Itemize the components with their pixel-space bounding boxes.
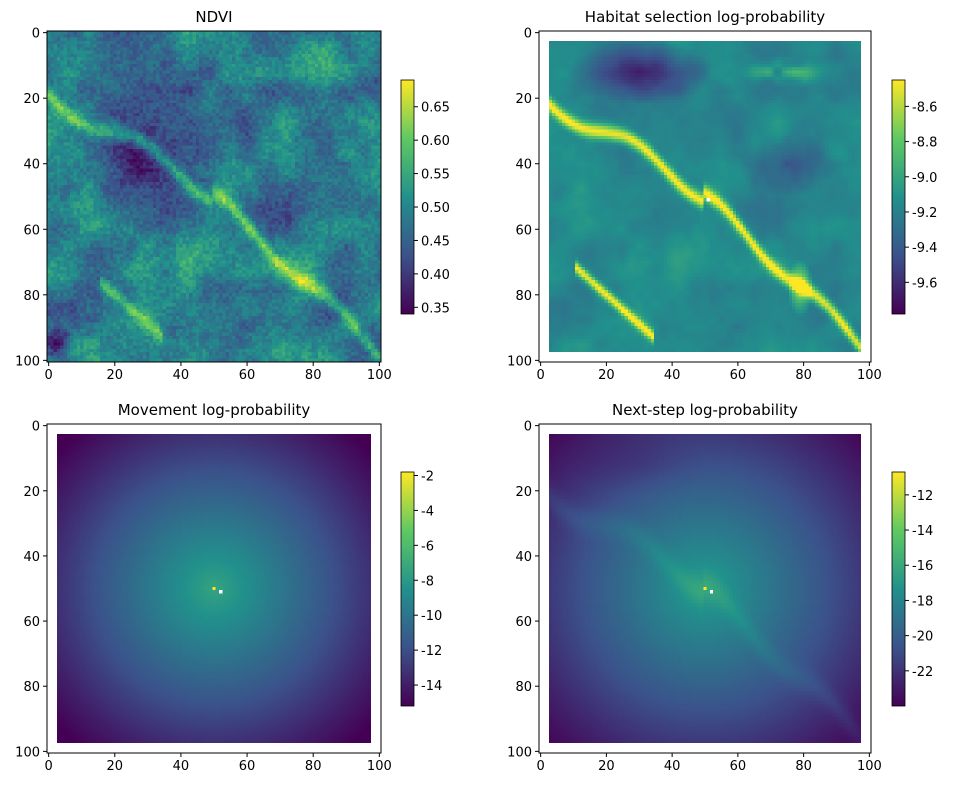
colorbar-tick-label: 0.60 — [421, 134, 450, 149]
x-tick-label: 60 — [730, 368, 747, 383]
x-tick-label: 100 — [367, 368, 392, 383]
colorbar-tick-label: -22 — [912, 665, 933, 680]
colorbar-tick-label: -12 — [421, 644, 442, 659]
axes-frame — [46, 30, 382, 363]
y-tick-label: 100 — [507, 354, 532, 369]
y-tick-label: 40 — [515, 158, 532, 173]
y-tick-label: 60 — [515, 223, 532, 238]
y-tick-label: 100 — [15, 354, 40, 369]
colorbar: -12 -14 -16 -18 -20 -22 — [891, 471, 933, 707]
subplot-2: Habitat selection log-probability 0 20 40 60… — [507, 8, 937, 383]
colorbar-tick-label: -14 — [421, 679, 442, 694]
subplot-title: Habitat selection log-probability — [585, 8, 826, 26]
x-tick-label: 100 — [857, 368, 882, 383]
colorbar: -2 -4 -6 -8 -10 -12 -14 — [400, 469, 442, 707]
colorbar-gradient — [891, 471, 906, 707]
colorbar: 0.65 0.60 0.55 0.50 0.45 0.40 0.35 — [400, 79, 450, 316]
y-tick-label: 80 — [23, 680, 40, 695]
x-tick-label: 40 — [664, 759, 681, 774]
colorbar-tick-label: -9.2 — [912, 206, 937, 221]
colorbar-tick-label: -8.6 — [912, 100, 937, 115]
y-tick-label: 0 — [32, 420, 40, 435]
axes-frame — [538, 423, 872, 754]
x-tick-label: 60 — [239, 368, 256, 383]
y-tick-label: 20 — [23, 92, 40, 107]
y-tick-label: 20 — [23, 485, 40, 500]
colorbar-tick-label: -4 — [421, 504, 434, 519]
colorbar-gradient — [891, 79, 906, 315]
x-tick-label: 80 — [305, 368, 322, 383]
colorbar-gradient — [400, 471, 415, 707]
heatmap-image — [47, 424, 381, 753]
x-tick-label: 20 — [598, 759, 615, 774]
subplot-title: Movement log-probability — [118, 401, 311, 419]
x-tick-label: 80 — [795, 759, 812, 774]
x-tick-label: 20 — [107, 759, 124, 774]
axes-frame — [538, 30, 872, 363]
subplot-4: Next-step log-probability 0 20 40 60 80 100 0 20… — [507, 401, 933, 774]
y-tick-label: 80 — [515, 680, 532, 695]
y-tick-label: 0 — [524, 27, 532, 42]
y-tick-label: 60 — [515, 615, 532, 630]
subplot-3: Movement log-probability 0 20 40 60 80 100 0 20 4… — [15, 401, 442, 774]
y-tick-label: 60 — [23, 223, 40, 238]
y-tick-label: 80 — [515, 289, 532, 304]
x-tick-label: 40 — [664, 368, 681, 383]
y-tick-label: 20 — [515, 485, 532, 500]
colorbar-tick-label: -16 — [912, 559, 933, 574]
x-tick-label: 20 — [107, 368, 124, 383]
colorbar-tick-label: -8.8 — [912, 136, 937, 151]
x-tick-label: 20 — [598, 368, 615, 383]
colorbar-tick-label: -8 — [421, 574, 434, 589]
colorbar-tick-label: -2 — [421, 469, 434, 484]
colorbar-tick-label: 0.40 — [421, 268, 450, 283]
y-tick-label: 0 — [32, 27, 40, 42]
x-tick-label: 0 — [45, 759, 53, 774]
x-tick-label: 80 — [795, 368, 812, 383]
colorbar-tick-label: 0.65 — [421, 101, 450, 116]
x-tick-label: 0 — [537, 368, 545, 383]
heatmap-image — [539, 31, 871, 362]
colorbar-tick-label: 0.45 — [421, 234, 450, 249]
x-tick-label: 100 — [367, 759, 392, 774]
x-tick-label: 0 — [45, 368, 53, 383]
heatmap-image — [47, 31, 381, 362]
y-tick-label: 20 — [515, 92, 532, 107]
colorbar-tick-label: -9.0 — [912, 171, 937, 186]
subplot-title: Next-step log-probability — [612, 401, 798, 419]
colorbar-tick-label: -9.4 — [912, 241, 937, 256]
y-tick-label: 60 — [23, 615, 40, 630]
colorbar-tick-label: -10 — [421, 609, 442, 624]
y-tick-label: 40 — [23, 158, 40, 173]
subplot-1: NDVI 0 20 40 60 80 100 0 20 40 60 80 100 0.65 0.60 0.55… — [15, 8, 450, 383]
subplot-title: NDVI — [195, 8, 232, 26]
y-tick-label: 100 — [15, 745, 40, 760]
y-tick-label: 80 — [23, 289, 40, 304]
heatmap-image — [539, 424, 871, 753]
colorbar-tick-label: 0.35 — [421, 301, 450, 316]
colorbar-tick-label: -18 — [912, 594, 933, 609]
x-tick-label: 100 — [857, 759, 882, 774]
colorbar: -8.6 -8.8 -9.0 -9.2 -9.4 -9.6 — [891, 79, 937, 315]
x-tick-label: 40 — [173, 759, 190, 774]
y-tick-label: 0 — [524, 420, 532, 435]
axes-frame — [46, 423, 382, 754]
x-tick-label: 0 — [537, 759, 545, 774]
x-tick-label: 60 — [239, 759, 256, 774]
x-tick-label: 80 — [305, 759, 322, 774]
y-tick-label: 100 — [507, 745, 532, 760]
colorbar-tick-label: -9.6 — [912, 276, 937, 291]
colorbar-tick-label: -14 — [912, 524, 933, 539]
colorbar-gradient — [400, 79, 415, 315]
colorbar-tick-label: -20 — [912, 630, 933, 645]
x-tick-label: 40 — [173, 368, 190, 383]
colorbar-tick-label: -12 — [912, 489, 933, 504]
colorbar-tick-label: 0.55 — [421, 168, 450, 183]
colorbar-tick-label: -6 — [421, 539, 434, 554]
colorbar-tick-label: 0.50 — [421, 201, 450, 216]
x-tick-label: 60 — [730, 759, 747, 774]
y-tick-label: 40 — [515, 550, 532, 565]
y-tick-label: 40 — [23, 550, 40, 565]
